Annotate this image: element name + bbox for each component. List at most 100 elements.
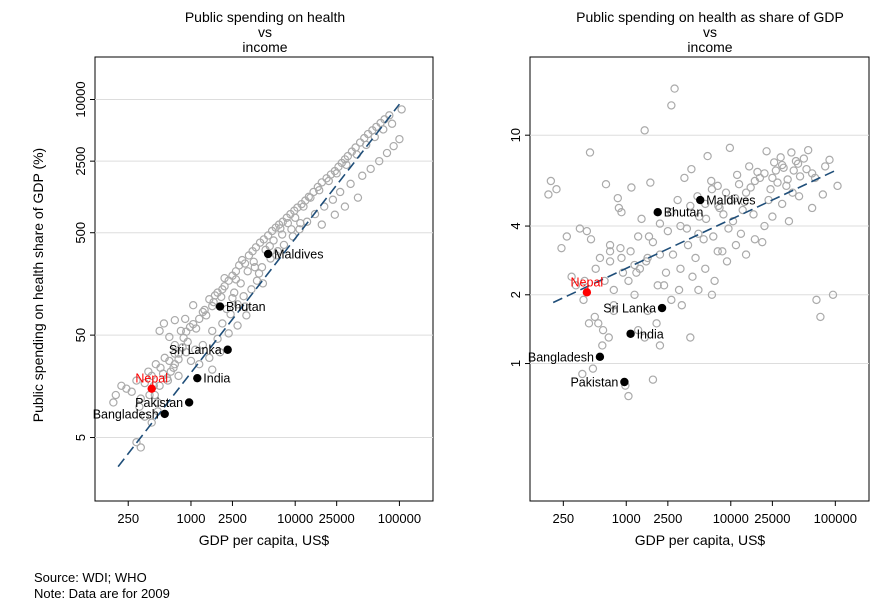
data-point <box>174 371 183 381</box>
data-point <box>155 381 164 391</box>
data-point <box>640 333 649 342</box>
data-point <box>317 178 326 187</box>
data-point <box>667 295 676 305</box>
data-point <box>718 247 727 256</box>
data-point <box>205 295 214 304</box>
data-point <box>340 202 350 211</box>
data-point <box>328 195 338 204</box>
data-point <box>231 275 241 284</box>
data-point <box>659 281 669 290</box>
data-point <box>731 240 741 250</box>
data-point <box>136 394 145 403</box>
x-axis-ticks: 250 1000 2500 10000 25000 100000 <box>552 501 857 526</box>
data-point <box>186 356 196 366</box>
data-point <box>567 272 576 281</box>
data-point <box>750 235 760 244</box>
data-point <box>387 119 397 128</box>
data-point <box>643 306 652 316</box>
data-point <box>709 232 718 241</box>
x-tick-label: 250 <box>552 511 574 526</box>
data-point <box>170 340 180 350</box>
country-label-india: India <box>637 327 664 341</box>
country-label-pakistan: Pakistan <box>570 376 618 390</box>
data-point <box>208 365 217 374</box>
data-point <box>132 376 141 385</box>
data-point <box>648 237 658 247</box>
y-tick-label: 1 <box>508 360 523 367</box>
country-label-sri-lanka: Sri Lanka <box>169 343 222 357</box>
data-point <box>630 290 639 299</box>
data-point <box>251 243 261 252</box>
data-point <box>584 319 594 328</box>
data-point <box>208 326 217 336</box>
data-point <box>601 180 611 189</box>
x-tick-label: 2500 <box>653 511 682 526</box>
data-point <box>575 224 585 233</box>
highlight-point-nepal <box>147 384 156 393</box>
data-point <box>220 273 229 283</box>
data-point <box>375 156 384 166</box>
data-point <box>578 369 587 379</box>
highlight-point-pakistan <box>620 377 629 387</box>
data-point <box>683 240 693 250</box>
data-point <box>768 173 777 183</box>
y-tick-label: 2500 <box>73 147 88 176</box>
data-point <box>721 188 731 197</box>
x-tick-label: 1000 <box>612 511 641 526</box>
data-point <box>588 364 598 373</box>
data-point <box>816 312 825 322</box>
y-axis-label: Public spending on health share of GDP (… <box>30 148 46 422</box>
source-note: Source: WDI; WHO <box>34 570 147 585</box>
data-point <box>609 306 618 316</box>
data-point <box>807 203 817 213</box>
data-point <box>277 230 287 239</box>
data-point <box>668 250 678 259</box>
data-point <box>646 178 655 187</box>
data-point <box>771 166 781 175</box>
data-point <box>694 229 703 238</box>
data-point <box>395 134 404 144</box>
data-point <box>688 272 697 281</box>
highlight-point-bangladesh <box>160 409 169 419</box>
data-point <box>828 290 838 299</box>
data-point <box>626 247 635 256</box>
data-point <box>789 166 798 175</box>
data-point <box>670 84 679 93</box>
data-point <box>744 162 754 171</box>
data-point <box>617 253 626 263</box>
data-point <box>170 315 180 325</box>
data-point <box>382 148 392 158</box>
data-point <box>655 219 665 228</box>
data-point <box>648 375 658 384</box>
data-point <box>633 325 643 335</box>
data-point <box>169 363 178 372</box>
country-label-nepal: Nepal <box>571 275 604 289</box>
data-point <box>833 181 842 191</box>
data-point <box>585 148 595 157</box>
data-point <box>249 257 258 267</box>
chart-title: Public spending on health vs income <box>185 9 345 55</box>
y-axis-ticks: 1 2 4 10 <box>508 128 530 367</box>
data-point <box>335 187 345 197</box>
data-point <box>290 213 300 222</box>
data-point <box>233 321 242 330</box>
x-axis-label: GDP per capita, US$ <box>199 532 330 548</box>
chart-title: Public spending on health as share of GD… <box>576 9 844 55</box>
data-point <box>722 257 732 266</box>
plot-frame <box>529 56 870 502</box>
data-point <box>812 295 821 305</box>
data-point <box>746 183 755 192</box>
y-tick-label: 10000 <box>73 81 88 117</box>
data-point <box>617 207 626 217</box>
data-point <box>762 147 771 156</box>
data-point <box>732 170 742 180</box>
y-tick-label: 50 <box>73 328 88 342</box>
data-point <box>730 193 740 203</box>
data-point <box>273 247 282 256</box>
data-point <box>734 180 744 189</box>
highlight-point-maldives <box>263 249 273 259</box>
data-point <box>132 438 141 447</box>
data-point <box>342 160 351 170</box>
data-point <box>750 176 760 186</box>
x-tick-label: 250 <box>117 511 139 526</box>
